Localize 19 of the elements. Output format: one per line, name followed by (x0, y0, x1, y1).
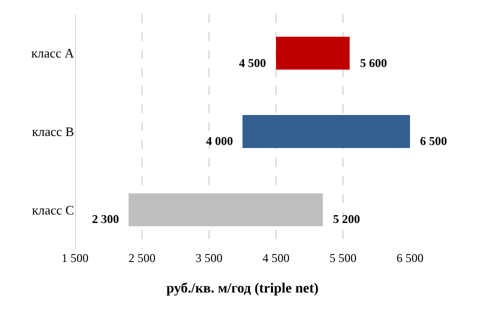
annotation: 2 300 (92, 212, 119, 226)
x-tick-label: 3 500 (196, 251, 222, 265)
y-tick-label: класс B (32, 124, 74, 140)
x-tick-label: 6 500 (396, 251, 424, 265)
bar (128, 193, 323, 226)
annotation: 5 200 (333, 212, 360, 226)
annotation: 5 600 (360, 56, 387, 70)
bar (242, 115, 410, 148)
x-tick-label: 5 500 (330, 251, 356, 265)
bar (276, 36, 350, 70)
x-axis-title: руб./кв. м/год (triple net) (166, 281, 319, 296)
x-tick-label: 1 500 (62, 251, 88, 265)
x-tick-label: 4 500 (262, 251, 290, 265)
annotation: 6 500 (420, 134, 447, 148)
annotation: 4 000 (206, 134, 233, 148)
y-tick-label: класс A (31, 46, 75, 61)
x-tick-label: 2 500 (128, 251, 156, 265)
annotation: 4 500 (239, 56, 266, 70)
y-tick-label: класс C (32, 202, 74, 218)
